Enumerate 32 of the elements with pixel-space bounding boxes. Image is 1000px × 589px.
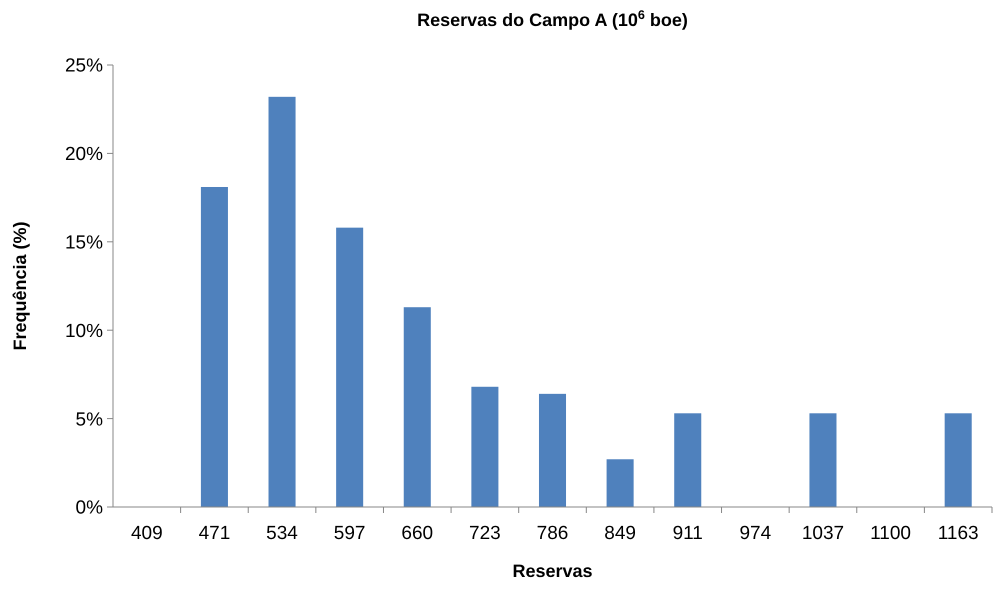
y-tick-label: 5% [76, 409, 104, 430]
bar [336, 228, 364, 507]
x-axis-title: Reservas [512, 561, 593, 581]
x-tick-label: 849 [604, 523, 636, 544]
x-tick-label: 974 [739, 523, 772, 544]
x-tick-label: 1100 [870, 523, 912, 544]
x-tick-label: 1037 [802, 523, 844, 544]
x-tick-label: 723 [469, 523, 501, 544]
y-tick-label: 0% [76, 498, 104, 519]
bar [200, 186, 228, 507]
chart-title: Reservas do Campo A (10$^{6}$ boe) [417, 8, 688, 30]
bar [944, 413, 972, 507]
bar [606, 459, 634, 507]
x-tick-label: 597 [334, 523, 366, 544]
x-tick-label: 786 [536, 523, 568, 544]
x-tick-label: 660 [401, 523, 434, 544]
x-tick-label: 1163 [938, 523, 979, 544]
bar [471, 386, 498, 507]
y-axis-title: Frequência (%) [10, 221, 30, 351]
y-tick-label: 10% [64, 320, 104, 342]
x-tick-label: 534 [266, 523, 298, 544]
bar [674, 413, 702, 507]
y-tick-label: 25% [64, 56, 104, 77]
y-tick-label: 20% [64, 144, 104, 166]
x-tick-label: 471 [198, 523, 230, 544]
x-tick-label: 911 [672, 523, 703, 544]
bar [268, 96, 296, 507]
bar [809, 413, 836, 507]
bar [538, 394, 566, 507]
bar [404, 307, 431, 507]
x-tick-label: 409 [130, 523, 163, 544]
y-tick-label: 15% [64, 232, 104, 254]
